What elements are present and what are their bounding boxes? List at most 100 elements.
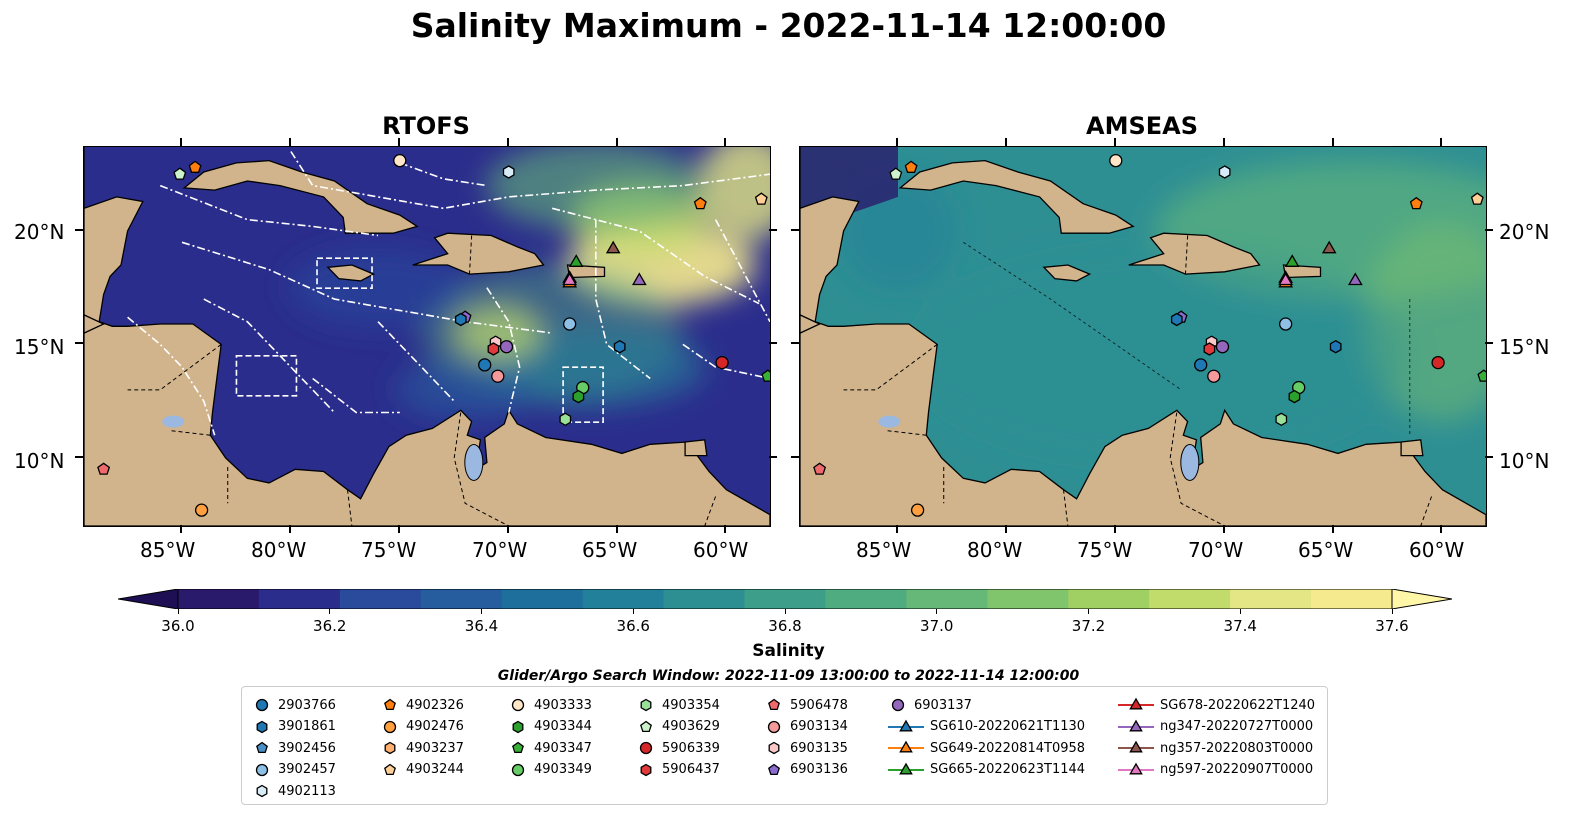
colorbar-segment <box>582 589 665 609</box>
lon-label-65w-left: 65°W <box>582 538 638 562</box>
colorbar-tick <box>481 609 482 614</box>
legend-label: 4903237 <box>406 740 464 756</box>
colorbar-under-arrow <box>117 588 179 610</box>
lon-label-80w-right: 80°W <box>967 538 1023 562</box>
legend-item: 6903135 <box>764 738 848 758</box>
legend-label: 5906339 <box>662 740 720 756</box>
platform-marker-4903333 <box>1109 153 1123 168</box>
lat-tick <box>1485 455 1493 458</box>
colorbar-label: Salinity <box>752 641 825 661</box>
lon-tick <box>724 525 727 533</box>
pentagon-marker-icon <box>640 720 652 732</box>
platform-marker-4903347 <box>1477 369 1486 382</box>
colorbar-segment <box>501 589 584 609</box>
platform-marker-3901861 <box>613 339 626 354</box>
platform-marker-4902476 <box>194 503 209 517</box>
platform-marker-5906478 <box>97 462 111 475</box>
legend-item: 4902326 <box>380 695 464 715</box>
legend-item: 6903136 <box>764 760 848 780</box>
legend-item: 4903349 <box>508 760 592 780</box>
platform-marker-2903766 <box>478 358 492 372</box>
legend-item: 5906478 <box>764 695 848 715</box>
platform-marker-SG665-20220623T1144 <box>568 254 584 267</box>
colorbar <box>117 588 1453 610</box>
circle-marker-icon <box>255 698 269 712</box>
legend-item: 6903137 <box>888 695 972 715</box>
colorbar-segment <box>1230 589 1312 609</box>
legend-item: 4902476 <box>380 717 464 737</box>
legend-label: SG665-20220623T1144 <box>930 762 1086 777</box>
platform-marker-4903333 <box>393 153 407 168</box>
legend-item: 3902456 <box>252 738 336 758</box>
platform-marker-4902326 <box>1409 196 1423 210</box>
legend-label: 5906437 <box>662 762 720 777</box>
platform-marker-6903134 <box>1207 369 1221 383</box>
platform-marker-4903354 <box>559 412 572 427</box>
colorbar-segment <box>1311 589 1393 609</box>
lon-tick <box>288 525 291 533</box>
triangle-marker-icon <box>1118 762 1154 774</box>
platform-marker-5906339 <box>1431 355 1445 370</box>
lat-tick <box>791 228 799 231</box>
lon-label-75w-left: 75°W <box>361 538 417 562</box>
lat-tick <box>769 342 777 345</box>
lon-tick <box>1004 138 1007 146</box>
legend-label: SG678-20220622T1240 <box>1160 697 1316 713</box>
platform-marker-3902457 <box>1278 317 1293 331</box>
search-window-text: Glider/Argo Search Window: 2022-11-09 13… <box>497 668 1080 684</box>
platform-marker-ng347-20220727T0000 <box>631 272 647 286</box>
legend-item: SG678-20220622T1240 <box>1118 695 1315 715</box>
colorbar-tick-label: 37.6 <box>1375 617 1409 635</box>
legend-label: 4903344 <box>534 719 592 734</box>
legend-item: SG649-20220814T0958 <box>888 738 1085 758</box>
colorbar-tick-label: 36.0 <box>161 617 195 635</box>
legend-item: 4903244 <box>380 760 464 780</box>
lon-tick <box>1440 525 1443 533</box>
platform-marker-2903766 <box>1194 358 1208 372</box>
platform-marker-3901861 <box>1170 312 1183 327</box>
lat-tick <box>75 228 83 231</box>
lat-tick <box>769 228 777 231</box>
platform-marker-4903344 <box>572 389 585 404</box>
hexagon-marker-icon <box>256 720 268 733</box>
circle-marker-icon <box>383 720 397 733</box>
platform-marker-5906437 <box>1203 342 1216 356</box>
platform-marker-4902326 <box>693 196 707 210</box>
pentagon-marker-icon <box>768 698 780 711</box>
legend-label: 3902457 <box>278 762 336 777</box>
lon-tick <box>1222 525 1225 533</box>
lon-tick <box>1440 138 1443 146</box>
legend-item: 4903333 <box>508 695 592 715</box>
legend-label: 6903135 <box>790 740 848 756</box>
lat-label-15n-left: 15°N <box>14 335 65 359</box>
colorbar-tick-label: 36.2 <box>313 617 347 635</box>
lon-tick <box>506 138 509 146</box>
lon-label-65w-right: 65°W <box>1298 538 1354 562</box>
legend-label: 6903134 <box>790 719 848 734</box>
colorbar-over-arrow <box>1391 588 1453 610</box>
lon-label-60w-left: 60°W <box>693 538 749 562</box>
colorbar-segment <box>1149 589 1231 609</box>
map-title-amseas: AMSEAS <box>1086 112 1198 140</box>
legend-item: SG610-20220621T1130 <box>888 717 1085 737</box>
legend-item: 4903237 <box>380 738 464 758</box>
colorbar-segment <box>1068 589 1150 609</box>
legend-label: ng597-20220907T0000 <box>1160 762 1314 777</box>
lon-tick <box>615 525 618 533</box>
legend-label: 4902476 <box>406 719 464 734</box>
colorbar-segment <box>258 589 341 609</box>
hexagon-marker-icon <box>256 784 268 798</box>
lon-label-70w-right: 70°W <box>1188 538 1244 562</box>
colorbar-tick <box>632 609 634 614</box>
colorbar-segment <box>987 589 1069 609</box>
rtofs-map <box>83 146 771 527</box>
circle-marker-icon <box>511 698 525 712</box>
platform-marker-4902326 <box>904 160 918 173</box>
platform-marker-ng597-20220907T0000 <box>562 272 578 286</box>
colorbar-tick-label: 37.4 <box>1223 617 1257 635</box>
legend-item: 5906437 <box>636 760 720 780</box>
colorbar-tick-label: 36.6 <box>616 617 650 635</box>
pentagon-marker-icon <box>384 698 396 711</box>
legend-item: 6903134 <box>764 717 848 737</box>
lon-tick <box>896 525 898 533</box>
